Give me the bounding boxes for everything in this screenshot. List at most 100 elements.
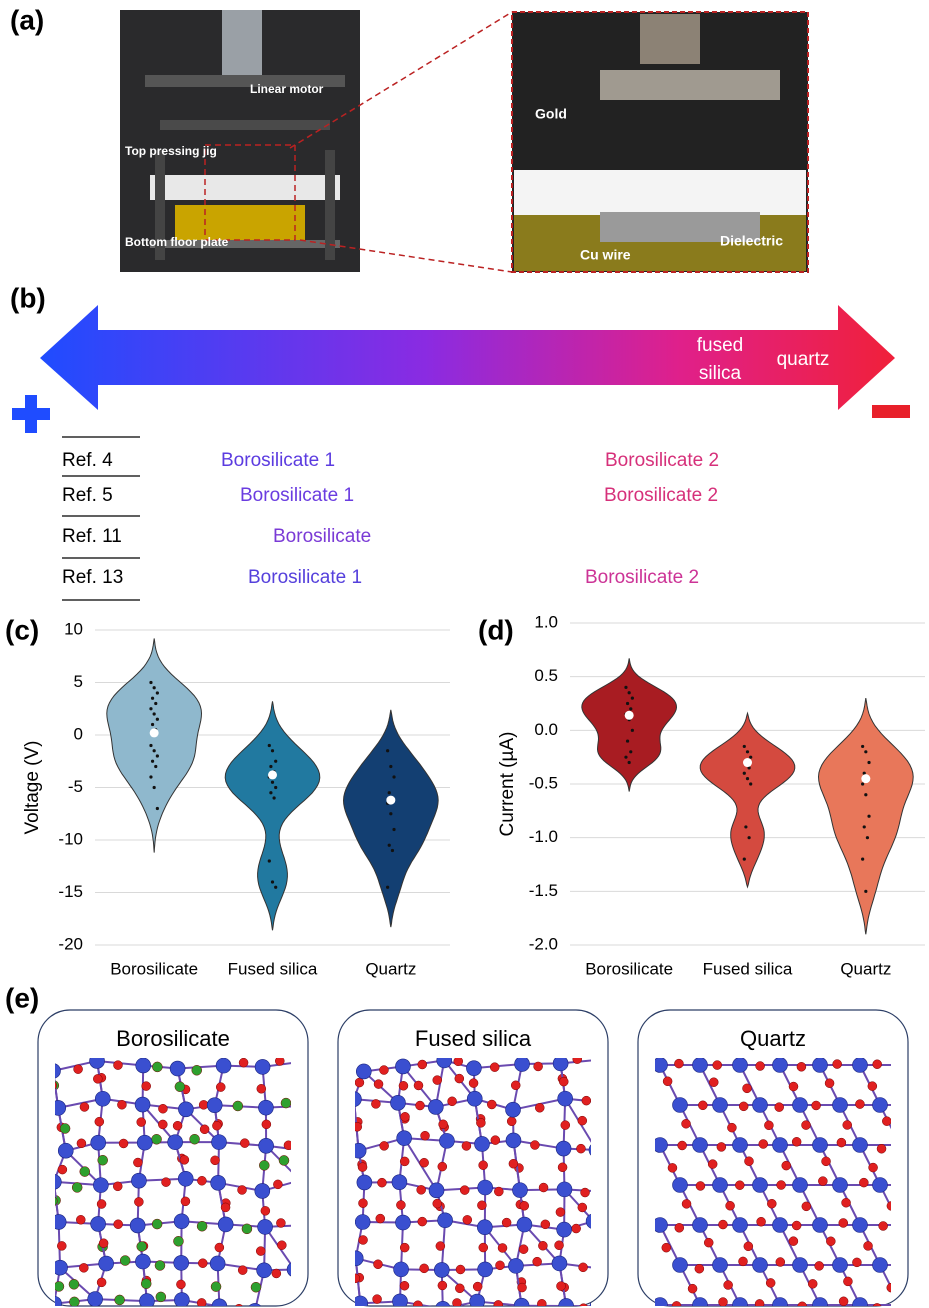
oxygen-atom	[469, 1079, 478, 1088]
material-label: Borosilicate 1	[240, 485, 354, 506]
data-point	[861, 745, 864, 748]
mean-marker	[386, 796, 395, 805]
y-tick-label: 0.5	[534, 666, 558, 685]
data-point	[273, 796, 276, 799]
oxygen-atom	[556, 1208, 565, 1217]
data-point	[748, 836, 751, 839]
data-point	[271, 749, 274, 752]
oxygen-atom	[498, 1243, 507, 1252]
oxygen-atom	[273, 1180, 282, 1189]
oxygen-atom	[491, 1136, 500, 1145]
oxygen-atom	[477, 1201, 486, 1210]
oxygen-atom	[180, 1155, 189, 1164]
oxygen-atom	[678, 1141, 687, 1150]
arrow-label: silica	[699, 363, 742, 384]
oxygen-atom	[668, 1163, 677, 1172]
silicon-atom	[394, 1262, 409, 1277]
oxygen-atom	[576, 1144, 585, 1153]
silicon-atom	[557, 1222, 572, 1237]
oxygen-atom	[69, 1297, 79, 1307]
violin	[344, 710, 439, 927]
y-tick-label: -15	[58, 882, 83, 901]
oxygen-atom	[696, 1181, 705, 1190]
oxygen-atom	[416, 1101, 425, 1110]
oxygen-atom	[879, 1221, 888, 1230]
oxygen-atom	[454, 1057, 463, 1066]
oxygen-atom	[420, 1264, 429, 1273]
oxygen-atom	[735, 1181, 744, 1190]
inset-label: Dielectric	[720, 233, 783, 249]
oxygen-atom	[239, 1058, 248, 1067]
oxygen-atom	[743, 1084, 752, 1093]
oxygen-atom	[578, 1203, 587, 1212]
violin	[225, 701, 320, 930]
oxygen-atom	[359, 1235, 368, 1244]
oxygen-atom	[509, 1159, 518, 1168]
mean-marker	[268, 770, 277, 779]
silicon-atom	[178, 1171, 193, 1186]
silicon-atom	[873, 1258, 888, 1273]
oxygen-atom	[216, 1083, 225, 1092]
data-point	[151, 697, 154, 700]
oxygen-atom	[399, 1081, 408, 1090]
oxygen-atom	[373, 1295, 382, 1304]
violin	[700, 713, 795, 887]
oxygen-atom	[534, 1062, 543, 1071]
data-point	[274, 886, 277, 889]
y-tick-label: -20	[58, 934, 83, 953]
oxygen-atom	[54, 1281, 64, 1291]
oxygen-atom	[158, 1104, 167, 1113]
oxygen-atom	[176, 1280, 185, 1289]
oxygen-atom	[175, 1082, 185, 1092]
oxygen-atom	[802, 1121, 811, 1130]
silicon-atom	[131, 1173, 146, 1188]
data-point	[389, 765, 392, 768]
data-point	[863, 825, 866, 828]
oxygen-atom	[815, 1261, 824, 1270]
y-tick-label: -1.0	[529, 827, 558, 846]
silicon-atom	[833, 1258, 848, 1273]
oxygen-atom	[211, 1282, 221, 1292]
data-point	[153, 749, 156, 752]
oxygen-atom	[825, 1079, 834, 1088]
oxygen-atom	[826, 1237, 835, 1246]
data-point	[151, 760, 154, 763]
oxygen-atom	[99, 1239, 108, 1248]
oxygen-atom	[476, 1118, 485, 1127]
silicon-atom	[913, 1098, 928, 1113]
silicon-atom	[833, 1178, 848, 1193]
data-point	[624, 686, 627, 689]
silicon-atom	[773, 1138, 788, 1153]
material-label: Borosilicate 1	[221, 450, 335, 471]
oxygen-atom	[279, 1155, 289, 1165]
oxygen-atom	[355, 1078, 364, 1087]
silicon-atom	[258, 1100, 273, 1115]
oxygen-atom	[662, 1243, 671, 1252]
y-tick-label: -0.5	[529, 773, 558, 792]
oxygen-atom	[859, 1178, 868, 1187]
silicon-atom	[392, 1175, 407, 1190]
silicon-atom	[552, 1256, 567, 1271]
silicon-atom	[556, 1141, 571, 1156]
data-point	[861, 782, 864, 785]
oxygen-atom	[98, 1155, 108, 1165]
data-point	[391, 849, 394, 852]
oxygen-atom	[708, 1160, 717, 1169]
data-point	[629, 707, 632, 710]
data-point	[271, 880, 274, 883]
silicon-atom	[99, 1256, 114, 1271]
oxygen-atom	[215, 1243, 224, 1252]
data-point	[269, 791, 272, 794]
data-point	[392, 775, 395, 778]
oxygen-atom	[113, 1182, 122, 1191]
data-point	[744, 825, 747, 828]
oxygen-atom	[822, 1157, 831, 1166]
reference-table: Ref. 4Borosilicate 1Borosilicate 2Ref. 5…	[62, 437, 719, 600]
oxygen-atom	[173, 1236, 183, 1246]
oxygen-atom	[373, 1260, 382, 1269]
oxygen-atom	[797, 1062, 806, 1071]
oxygen-atom	[257, 1084, 266, 1093]
oxygen-atom	[479, 1243, 488, 1252]
oxygen-atom	[695, 1264, 704, 1273]
oxygen-atom	[775, 1103, 784, 1112]
